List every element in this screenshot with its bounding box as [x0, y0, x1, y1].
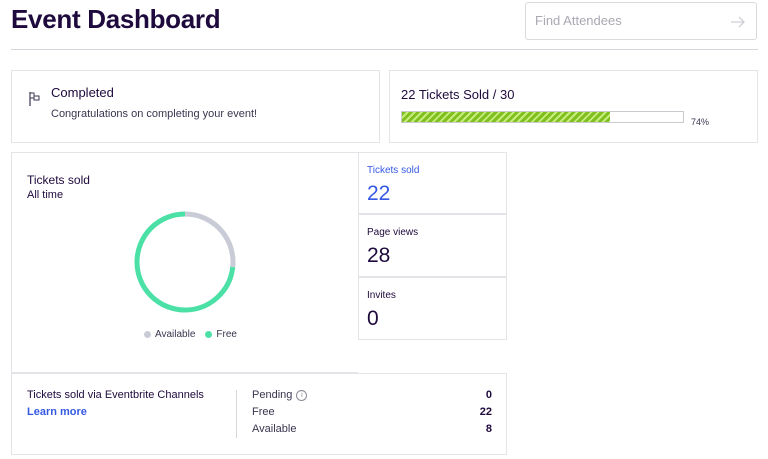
chart-title: Tickets sold [27, 173, 90, 187]
tickets-progress-card: 22 Tickets Sold / 30 74% [389, 70, 758, 143]
status-title: Completed [51, 85, 114, 100]
stat-label: Page views [367, 227, 419, 238]
channels-card: Tickets sold via Eventbrite Channels Lea… [11, 373, 507, 455]
chart-legend: Available Free [144, 329, 237, 340]
legend-label-free: Free [216, 329, 237, 340]
channel-row-pending: Pending i 0 [252, 389, 492, 401]
page-title: Event Dashboard [11, 4, 221, 34]
progress-bar-fill [402, 112, 610, 122]
channel-value-available: 8 [485, 423, 492, 435]
progress-percent: 74% [691, 117, 710, 127]
event-status-card: Completed Congratulations on completing … [11, 70, 380, 143]
stat-value: 0 [367, 307, 379, 330]
attendee-search[interactable] [525, 2, 757, 40]
legend-dot-available [144, 331, 151, 338]
tickets-donut-chart [134, 211, 236, 313]
arrow-right-icon[interactable] [728, 12, 748, 37]
learn-more-link[interactable]: Learn more [27, 406, 87, 418]
stat-label: Invites [367, 290, 396, 301]
channel-label-available: Available [252, 423, 297, 435]
legend-item-available: Available [144, 329, 195, 340]
tickets-sold-summary: 22 Tickets Sold / 30 [401, 87, 515, 102]
header-divider [11, 49, 758, 50]
channel-label-free: Free [252, 406, 275, 418]
channels-divider [236, 390, 237, 438]
tickets-chart-card: Tickets sold All time Available Free [11, 152, 358, 373]
legend-dot-free [205, 331, 213, 338]
stat-page-views: Page views 28 [358, 214, 507, 277]
donut-slice-free [134, 211, 236, 313]
stat-tickets-sold: Tickets sold 22 [358, 152, 507, 214]
stat-invites: Invites 0 [358, 277, 507, 340]
channel-label-pending: Pending i [252, 389, 308, 401]
channel-value-free: 22 [479, 406, 492, 418]
channels-title: Tickets sold via Eventbrite Channels [27, 389, 204, 401]
channel-row-available: Available 8 [252, 423, 492, 435]
legend-item-free: Free [205, 329, 237, 340]
stat-label: Tickets sold [367, 165, 420, 176]
flag-icon [28, 91, 42, 112]
stat-value: 22 [367, 182, 391, 205]
search-input[interactable] [535, 13, 715, 28]
legend-label-available: Available [155, 329, 196, 340]
info-icon[interactable]: i [296, 390, 308, 401]
status-message: Congratulations on completing your event… [51, 108, 258, 120]
stat-value: 28 [367, 244, 391, 267]
progress-bar [401, 111, 684, 123]
channel-row-free: Free 22 [252, 406, 492, 418]
chart-subtitle: All time [27, 189, 64, 201]
channel-value-pending: 0 [485, 389, 492, 401]
